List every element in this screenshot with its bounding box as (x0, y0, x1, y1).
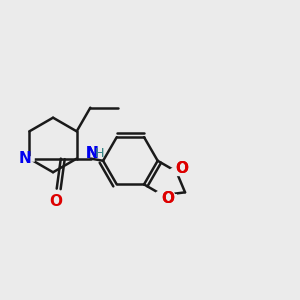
Text: O: O (161, 190, 174, 206)
Text: H: H (94, 147, 104, 161)
Text: N: N (86, 146, 99, 161)
Text: O: O (175, 161, 188, 176)
Text: O: O (175, 161, 188, 176)
Text: N: N (86, 146, 99, 161)
Text: O: O (161, 190, 174, 206)
Text: N: N (19, 151, 32, 166)
Text: O: O (50, 194, 62, 209)
Text: H: H (94, 147, 104, 161)
